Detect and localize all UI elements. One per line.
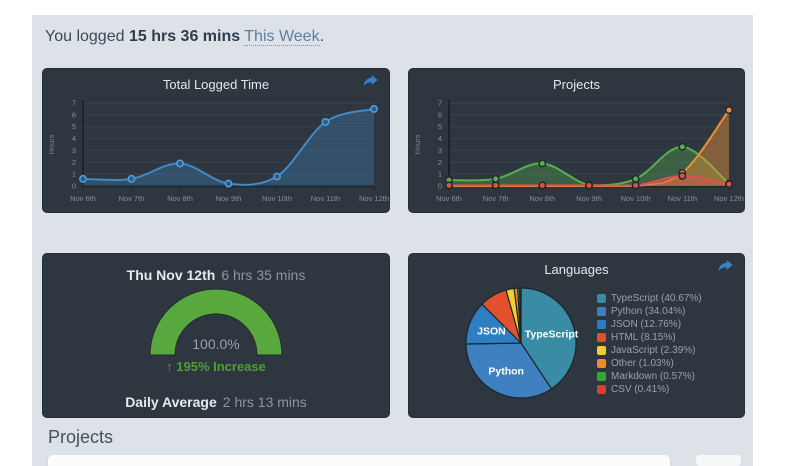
projects-chart[interactable]: 0 1 2 3 4 5 6 7 Nov 6th Nov 7th Nov 8th Nov 9th Nov … bbox=[409, 99, 744, 212]
legend-swatch bbox=[597, 372, 606, 381]
svg-text:3: 3 bbox=[72, 146, 76, 155]
day-date: Thu Nov 12th bbox=[126, 267, 216, 283]
svg-text:2: 2 bbox=[72, 158, 76, 167]
svg-text:Hours: Hours bbox=[47, 134, 56, 154]
legend-swatch bbox=[597, 346, 606, 355]
svg-text:0: 0 bbox=[72, 182, 76, 191]
svg-text:Python: Python bbox=[488, 366, 524, 378]
svg-text:Hours: Hours bbox=[413, 134, 422, 154]
legend-item: Markdown (0.57%) bbox=[597, 370, 702, 383]
svg-text:Nov 12th: Nov 12th bbox=[714, 194, 744, 203]
legend-item: TypeScript (40.67%) bbox=[597, 292, 702, 305]
projects-filter-button-partial[interactable] bbox=[696, 455, 741, 466]
svg-text:Nov 11th: Nov 11th bbox=[668, 194, 697, 203]
svg-text:0: 0 bbox=[438, 182, 442, 191]
svg-text:Nov 10th: Nov 10th bbox=[621, 194, 651, 203]
svg-text:3: 3 bbox=[438, 146, 442, 155]
up-arrow-icon: ↑ bbox=[166, 359, 173, 374]
svg-text:6: 6 bbox=[438, 110, 442, 119]
share-icon[interactable] bbox=[716, 259, 736, 275]
svg-text:Nov 8th: Nov 8th bbox=[167, 194, 193, 203]
svg-text:Nov 8th: Nov 8th bbox=[529, 194, 555, 203]
panel-title: Total Logged Time bbox=[162, 77, 270, 92]
svg-text:1: 1 bbox=[72, 170, 76, 179]
summary-suffix: . bbox=[319, 28, 325, 45]
daily-goal-gauge bbox=[149, 288, 283, 356]
svg-text:JSON: JSON bbox=[477, 326, 506, 338]
daily-average-value: 2 hrs 13 mins bbox=[222, 394, 307, 410]
svg-text:Nov 9th: Nov 9th bbox=[216, 194, 242, 203]
panel-projects-chart: Projects 0 1 2 3 4 5 6 7 Nov 6th Nov 7th Nov 8th No… bbox=[408, 68, 745, 213]
legend-item: JavaScript (2.39%) bbox=[597, 344, 702, 357]
panel-total-logged-time: Total Logged Time 0 1 2 3 4 5 6 7 Nov 6th Nov 7th… bbox=[42, 68, 390, 213]
daily-average-label: Daily Average bbox=[125, 394, 217, 410]
legend-swatch bbox=[597, 359, 606, 368]
total-time: 15 hrs 36 mins bbox=[128, 28, 241, 45]
gauge-increase: ↑ 195% Increase bbox=[43, 359, 389, 374]
legend-swatch bbox=[597, 320, 606, 329]
panel-title: Languages bbox=[544, 262, 609, 277]
legend-label: TypeScript (40.67%) bbox=[611, 293, 702, 304]
share-icon[interactable] bbox=[361, 74, 381, 90]
svg-text:5: 5 bbox=[438, 122, 442, 131]
languages-legend: TypeScript (40.67%) Python (34.04%) JSON (… bbox=[597, 292, 702, 396]
svg-text:Nov 7th: Nov 7th bbox=[119, 194, 145, 203]
svg-text:1: 1 bbox=[438, 170, 442, 179]
svg-text:Nov 6th: Nov 6th bbox=[436, 194, 462, 203]
increase-text: 195% Increase bbox=[176, 359, 266, 374]
summary-prefix: You logged bbox=[45, 28, 125, 45]
svg-text:5: 5 bbox=[72, 122, 76, 131]
legend-label: CSV (0.41%) bbox=[611, 384, 670, 395]
svg-text:7: 7 bbox=[72, 99, 76, 108]
legend-swatch bbox=[597, 385, 606, 394]
svg-text:TypeScript: TypeScript bbox=[525, 328, 579, 340]
dashboard-content: You logged 15 hrs 36 mins This Week. Tot… bbox=[32, 15, 753, 466]
projects-card-partial bbox=[48, 455, 670, 466]
projects-section-heading: Projects bbox=[48, 427, 114, 447]
svg-text:Nov 7th: Nov 7th bbox=[483, 194, 509, 203]
legend-swatch bbox=[597, 333, 606, 342]
legend-item: Other (1.03%) bbox=[597, 357, 702, 370]
day-header: Thu Nov 12th 6 hrs 35 mins bbox=[43, 267, 389, 283]
summary-line: You logged 15 hrs 36 mins This Week. bbox=[45, 28, 324, 46]
svg-text:4: 4 bbox=[72, 134, 76, 143]
legend-label: Markdown (0.57%) bbox=[611, 371, 695, 382]
legend-label: JavaScript (2.39%) bbox=[611, 345, 696, 356]
legend-label: Other (1.03%) bbox=[611, 358, 674, 369]
legend-item: HTML (8.15%) bbox=[597, 331, 702, 344]
legend-swatch bbox=[597, 307, 606, 316]
svg-text:Nov 9th: Nov 9th bbox=[576, 194, 602, 203]
svg-text:7: 7 bbox=[438, 99, 442, 108]
total-logged-time-chart[interactable]: 0 1 2 3 4 5 6 7 Nov 6th Nov 7th Nov 8th Nov 9th Nov … bbox=[43, 99, 389, 212]
panel-day-summary: Thu Nov 12th 6 hrs 35 mins 100.0% ↑ 195% … bbox=[42, 253, 390, 418]
svg-text:Nov 6th: Nov 6th bbox=[70, 194, 96, 203]
languages-pie-chart[interactable]: TypeScript Python JSON bbox=[463, 285, 579, 401]
legend-swatch bbox=[597, 294, 606, 303]
panel-languages: Languages TypeScript Python JSON TypeScrip… bbox=[408, 253, 745, 418]
svg-text:6: 6 bbox=[72, 110, 76, 119]
day-time: 6 hrs 35 mins bbox=[221, 267, 306, 283]
daily-average: Daily Average 2 hrs 13 mins bbox=[43, 394, 389, 410]
svg-text:Nov 11th: Nov 11th bbox=[311, 194, 340, 203]
legend-label: JSON (12.76%) bbox=[611, 319, 682, 330]
legend-item: Python (34.04%) bbox=[597, 305, 702, 318]
time-range-link[interactable]: This Week bbox=[244, 28, 320, 46]
legend-label: HTML (8.15%) bbox=[611, 332, 676, 343]
panel-title: Projects bbox=[553, 77, 600, 92]
svg-text:2: 2 bbox=[438, 158, 442, 167]
legend-label: Python (34.04%) bbox=[611, 306, 686, 317]
svg-text:Nov 10th: Nov 10th bbox=[262, 194, 292, 203]
legend-item: CSV (0.41%) bbox=[597, 383, 702, 396]
svg-text:4: 4 bbox=[438, 134, 442, 143]
legend-item: JSON (12.76%) bbox=[597, 318, 702, 331]
svg-text:Nov 12th: Nov 12th bbox=[359, 194, 389, 203]
